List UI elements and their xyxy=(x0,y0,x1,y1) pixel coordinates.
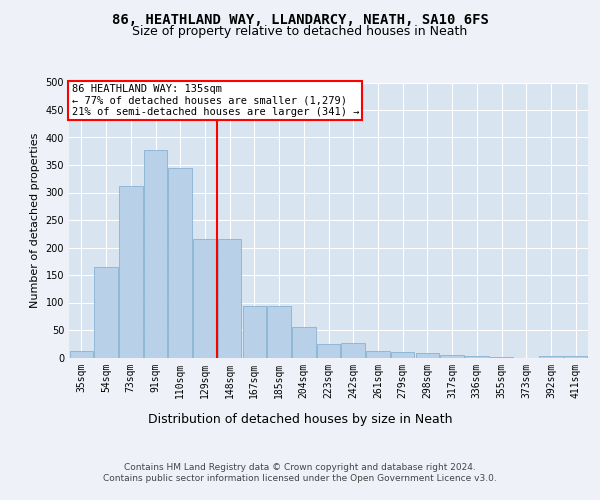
Bar xyxy=(440,355,464,358)
Bar xyxy=(539,356,563,358)
Bar xyxy=(465,356,488,358)
Bar xyxy=(169,168,192,358)
Bar xyxy=(490,357,513,358)
Bar xyxy=(292,327,316,358)
Text: 86, HEATHLAND WAY, LLANDARCY, NEATH, SA10 6FS: 86, HEATHLAND WAY, LLANDARCY, NEATH, SA1… xyxy=(112,12,488,26)
Bar xyxy=(193,240,217,358)
Bar xyxy=(366,351,389,358)
Bar xyxy=(341,342,365,357)
Bar xyxy=(317,344,340,358)
Bar xyxy=(391,352,415,358)
Bar xyxy=(268,306,291,358)
Bar xyxy=(242,306,266,358)
Text: Size of property relative to detached houses in Neath: Size of property relative to detached ho… xyxy=(133,25,467,38)
Bar xyxy=(218,240,241,358)
Text: Distribution of detached houses by size in Neath: Distribution of detached houses by size … xyxy=(148,412,452,426)
Bar xyxy=(144,150,167,358)
Bar xyxy=(94,267,118,358)
Text: 86 HEATHLAND WAY: 135sqm
← 77% of detached houses are smaller (1,279)
21% of sem: 86 HEATHLAND WAY: 135sqm ← 77% of detach… xyxy=(71,84,359,117)
Bar xyxy=(416,353,439,358)
Bar xyxy=(119,186,143,358)
Bar xyxy=(70,352,93,358)
Text: Contains public sector information licensed under the Open Government Licence v3: Contains public sector information licen… xyxy=(103,474,497,483)
Text: Contains HM Land Registry data © Crown copyright and database right 2024.: Contains HM Land Registry data © Crown c… xyxy=(124,462,476,471)
Bar xyxy=(564,356,587,358)
Y-axis label: Number of detached properties: Number of detached properties xyxy=(30,132,40,308)
